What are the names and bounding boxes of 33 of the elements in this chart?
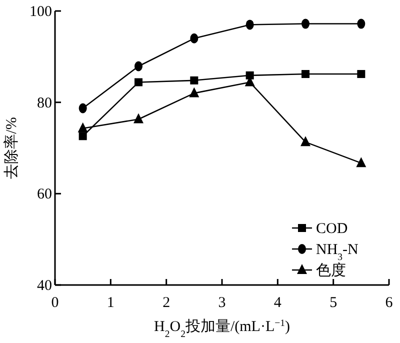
point (78, 132, 87, 140)
point (357, 70, 366, 78)
x-tick-label: 5 (330, 295, 338, 311)
point (356, 157, 366, 168)
y-tick-label: 40 (37, 278, 52, 294)
point (78, 122, 88, 132)
point (302, 70, 310, 78)
point (190, 76, 198, 84)
x-tick-label: 2 (162, 295, 170, 311)
x-tick-label: 0 (51, 295, 59, 311)
point (134, 78, 142, 86)
point (246, 20, 254, 30)
point (302, 18, 310, 29)
legend-label: COD (316, 221, 348, 237)
point (246, 71, 254, 80)
legend-label: NH$_{3}$-N (316, 242, 359, 262)
point (189, 87, 200, 98)
point (190, 33, 198, 44)
y-tick-label: 60 (37, 186, 52, 203)
y-axis-title: 去除率/% (3, 117, 20, 179)
x-tick-label: 3 (218, 295, 226, 311)
point (78, 103, 87, 114)
point (134, 61, 142, 72)
point (357, 18, 366, 29)
x-axis-title: H$_{2}$O$_{2}$投加量/(mL·L$^{−1}$) (154, 318, 290, 340)
x-tick-label: 4 (274, 295, 282, 311)
point (300, 136, 310, 146)
y-tick-label: 80 (37, 95, 52, 112)
y-tick-label: 100 (30, 4, 52, 20)
x-tick-label: 6 (385, 295, 394, 311)
point (134, 113, 144, 124)
legend-label: 色度 (316, 262, 346, 279)
x-tick-label: 1 (106, 295, 114, 311)
